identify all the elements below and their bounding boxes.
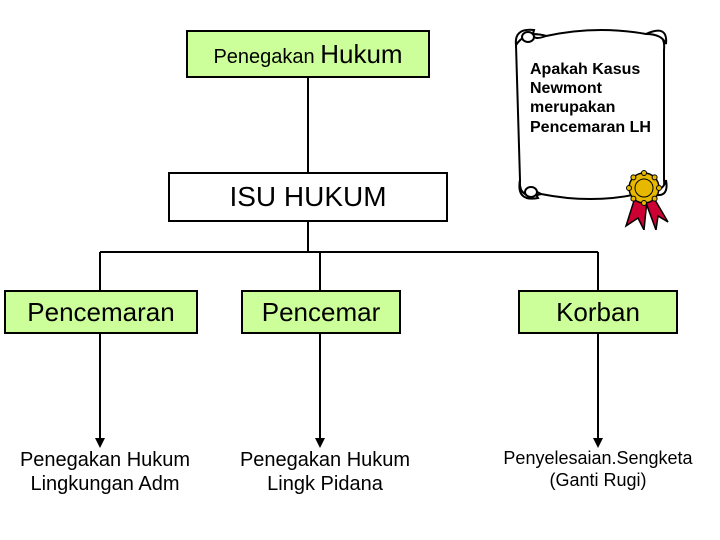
connector-drop-1: [99, 252, 101, 290]
bottom-label-3: Penyelesaian.Sengketa (Ganti Rugi): [483, 448, 713, 491]
scroll-line3: merupakan: [530, 99, 615, 116]
connector-drop-2: [319, 252, 321, 290]
arrowhead-3: [593, 438, 603, 448]
pencemaran-box: Pencemaran: [4, 290, 198, 334]
pencemar-label: Pencemar: [262, 297, 381, 328]
connector-isu-down: [307, 222, 309, 252]
arrowhead-1: [95, 438, 105, 448]
isu-hukum-box: ISU HUKUM: [168, 172, 448, 222]
pencemar-box: Pencemar: [241, 290, 401, 334]
connector-topic-isu: [307, 78, 309, 172]
connector-arrow-3: [597, 334, 599, 440]
connector-arrow-1: [99, 334, 101, 440]
pencemaran-label: Pencemaran: [27, 297, 174, 328]
korban-box: Korban: [518, 290, 678, 334]
scroll-note: Apakah Kasus Newmont merupakan Pencemara…: [486, 20, 686, 230]
scroll-text: Apakah Kasus Newmont merupakan Pencemara…: [530, 60, 660, 137]
bottom-label-1: Penegakan Hukum Lingkungan Adm: [0, 448, 210, 496]
b1-line1: Penegakan Hukum: [20, 449, 190, 471]
scroll-line4: Pencemaran LH: [530, 119, 651, 136]
connector-hbar: [100, 251, 598, 253]
bottom-label-2: Penegakan Hukum Lingk Pidana: [220, 448, 430, 496]
isu-label: ISU HUKUM: [229, 181, 386, 213]
b2-line2: Lingk Pidana: [267, 473, 383, 495]
connector-drop-3: [597, 252, 599, 290]
korban-label: Korban: [556, 297, 640, 328]
topic-text-pre: Penegakan: [213, 46, 314, 68]
scroll-line1: Apakah Kasus: [530, 61, 640, 78]
scroll-line2: Newmont: [530, 80, 602, 97]
b3-line2: (Ganti Rugi): [549, 470, 646, 490]
arrowhead-2: [315, 438, 325, 448]
b3-line1: Penyelesaian.Sengketa: [503, 448, 692, 468]
topic-text-main: Hukum: [320, 39, 402, 69]
b1-line2: Lingkungan Adm: [30, 473, 179, 495]
connector-arrow-2: [319, 334, 321, 440]
b2-line1: Penegakan Hukum: [240, 449, 410, 471]
topic-box: Penegakan Hukum: [186, 30, 430, 78]
